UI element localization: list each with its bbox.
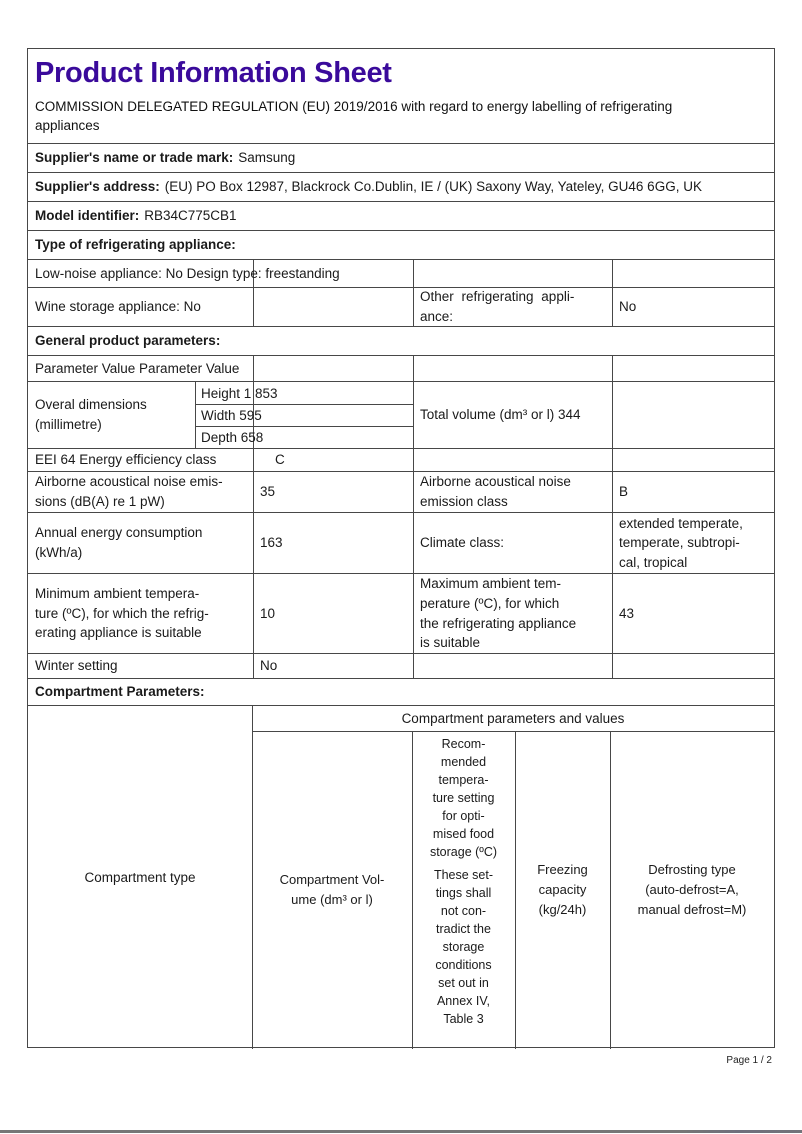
total-volume: Total volume (dm³ or l) 344: [420, 407, 581, 423]
winter-setting-row: Winter setting No: [28, 653, 774, 678]
climate-class-value: extended temperate, temperate, subtropi-…: [619, 515, 743, 570]
eei-label: EEI 64 Energy efficiency class: [35, 452, 217, 468]
bottom-edge-bar: [0, 1130, 802, 1133]
min-temp-value: 10: [260, 605, 276, 621]
page-indicator: Page 1 / 2: [726, 1055, 772, 1066]
energy-value: 163: [260, 535, 283, 551]
other-appliance-value: No: [619, 299, 637, 315]
max-temp-label: Maximum ambient tem- perature (ºC), for …: [420, 576, 577, 651]
min-temp-label: Minimum ambient tempera- ture (ºC), for …: [35, 586, 209, 641]
energy-consumption-row: Annual energy consumption (kWh/a) 163 Cl…: [28, 512, 774, 573]
energy-label: Annual energy consumption (kWh/a): [35, 525, 203, 560]
noise-class-value: B: [619, 484, 629, 500]
dimensions-row: Overal dimensions (millimetre) Height 1 …: [28, 381, 774, 448]
dimension-width: Width 595: [201, 407, 262, 423]
ambient-temperature-row: Minimum ambient tempera- ture (ºC), for …: [28, 573, 774, 653]
general-heading-row: General product parameters:: [28, 326, 774, 355]
wine-storage-row: Wine storage appliance: No Other refrige…: [28, 287, 774, 326]
supplier-address-value: (EU) PO Box 12987, Blackrock Co.Dublin, …: [164, 179, 702, 195]
dimension-depth: Depth 658: [201, 430, 264, 445]
supplier-address-label: Supplier's address:: [35, 179, 160, 195]
compartment-heading: Compartment Parameters:: [35, 684, 205, 700]
dimensions-label: Overal dimensions (millimetre): [35, 397, 147, 432]
supplier-name-label: Supplier's name or trade mark:: [35, 150, 234, 166]
recommended-temperature-header: Recom- mended tempera- ture setting for …: [412, 731, 515, 1049]
low-noise-row: Low-noise appliance: No Design type: fre…: [28, 259, 774, 287]
supplier-name-row: Supplier's name or trade mark: Samsung: [28, 143, 774, 172]
other-appliance-label: Other refrigerating appli- ance:: [420, 289, 575, 324]
low-noise-design-text: Low-noise appliance: No Design type: fre…: [35, 265, 340, 281]
supplier-address-cell: Supplier's address: (EU) PO Box 12987, B…: [28, 173, 774, 201]
noise-emissions-label: Airborne acoustical noise emis- sions (d…: [35, 474, 223, 509]
recommended-temperature-text: Recom- mended tempera- ture setting for …: [429, 737, 498, 859]
type-heading-row: Type of refrigerating appliance:: [28, 230, 774, 259]
dimension-height: Height 1 853: [201, 385, 278, 401]
eei-value: C: [275, 452, 285, 468]
noise-class-label: Airborne acoustical noise emission class: [420, 474, 571, 509]
model-identifier-cell: Model identifier: RB34C775CB1: [28, 202, 774, 230]
regulation-subtitle: COMMISSION DELEGATED REGULATION (EU) 201…: [35, 99, 673, 133]
document-header: Product Information Sheet COMMISSION DEL…: [28, 49, 774, 143]
compartment-values-header: Compartment parameters and values: [401, 710, 625, 726]
model-identifier-value: RB34C775CB1: [144, 208, 237, 224]
parameter-value-row: Parameter Value Parameter Value: [28, 355, 774, 381]
airborne-noise-row: Airborne acoustical noise emis- sions (d…: [28, 471, 774, 512]
model-identifier-label: Model identifier:: [35, 208, 140, 224]
model-identifier-row: Model identifier: RB34C775CB1: [28, 201, 774, 230]
noise-emissions-value: 35: [260, 484, 276, 500]
winter-setting-value: No: [260, 658, 278, 674]
parameter-value-header: Parameter Value Parameter Value: [35, 360, 240, 376]
max-temp-value: 43: [619, 605, 635, 621]
winter-setting-label: Winter setting: [35, 658, 118, 674]
wine-storage-text: Wine storage appliance: No: [35, 299, 201, 315]
compartment-table: Compartment type Compartment parameters …: [28, 705, 774, 1049]
product-information-sheet: Product Information Sheet COMMISSION DEL…: [27, 48, 775, 1049]
general-heading: General product parameters:: [35, 333, 221, 349]
climate-class-label: Climate class:: [420, 535, 505, 551]
supplier-name-cell: Supplier's name or trade mark: Samsung: [28, 144, 774, 172]
compartment-heading-row: Compartment Parameters:: [28, 678, 774, 705]
defrosting-type-header: Defrosting type (auto-defrost=A, manual …: [637, 862, 747, 917]
freezing-capacity-header: Freezing capacity (kg/24h): [537, 862, 588, 917]
supplier-address-row: Supplier's address: (EU) PO Box 12987, B…: [28, 172, 774, 201]
temperature-settings-note: These set- tings shall not con- tradict …: [433, 868, 494, 1026]
page-title: Product Information Sheet: [35, 57, 392, 89]
supplier-name-value: Samsung: [238, 150, 296, 166]
compartment-type-header: Compartment type: [84, 869, 196, 885]
compartment-volume-header: Compartment Vol- ume (dm³ or l): [279, 872, 385, 907]
eei-row: EEI 64 Energy efficiency class C: [28, 448, 774, 471]
type-heading: Type of refrigerating appliance:: [35, 237, 236, 253]
